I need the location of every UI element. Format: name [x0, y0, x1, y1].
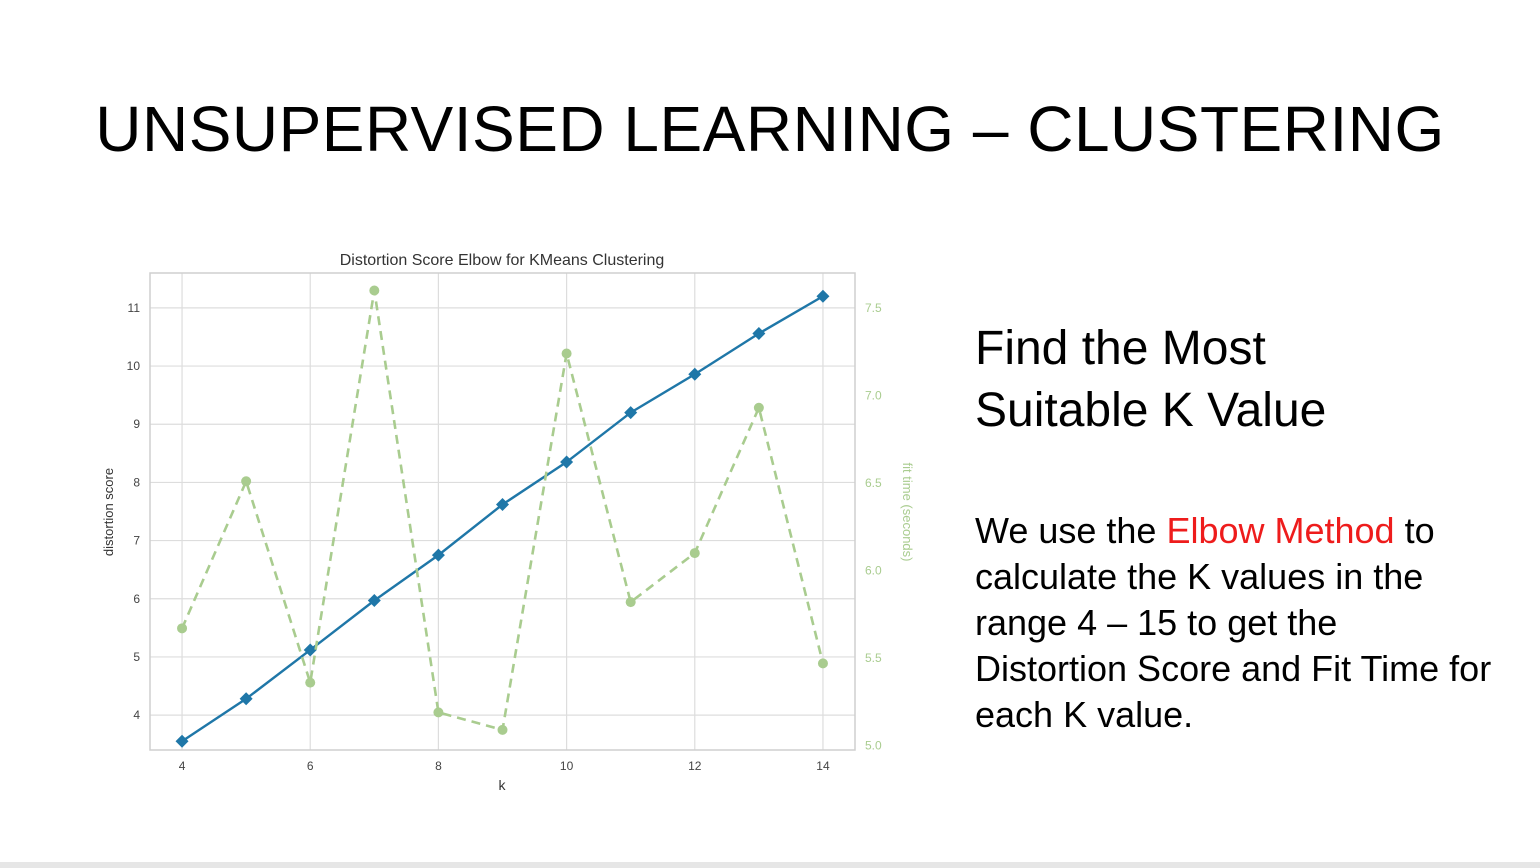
- y-tick-label-2: 6: [133, 592, 140, 606]
- series-1-point-8: [689, 548, 700, 559]
- series-0-point-8: [688, 367, 702, 381]
- subtitle-line-2: Suitable K Value: [975, 384, 1327, 437]
- subtitle: Find the Most Suitable K Value: [975, 318, 1495, 442]
- series-1-point-0: [177, 623, 188, 634]
- y2-tick-label-4: 7.0: [865, 389, 882, 403]
- series-0-point-10: [816, 289, 830, 303]
- series-1-point-7: [625, 597, 636, 608]
- y-tick-label-5: 9: [133, 417, 140, 431]
- series-1-point-2: [305, 677, 316, 688]
- y2-tick-label-5: 7.5: [865, 301, 882, 315]
- y-tick-label-3: 7: [133, 534, 140, 548]
- body-text: We use the Elbow Method to calculate the…: [975, 508, 1495, 738]
- subtitle-line-1: Find the Most: [975, 322, 1266, 375]
- series-layer: [175, 285, 830, 748]
- series-0-point-1: [239, 692, 253, 706]
- elbow-method-highlight: Elbow Method: [1166, 510, 1395, 551]
- series-0-point-3: [367, 594, 381, 608]
- series-1-point-1: [241, 476, 252, 487]
- explanation-panel: Find the Most Suitable K Value We use th…: [975, 318, 1495, 738]
- x-tick-label-3: 10: [560, 759, 574, 773]
- body-text-end: to calculate the K values in the range 4…: [975, 510, 1492, 735]
- y-tick-label-0: 4: [133, 708, 140, 722]
- y-tick-label-6: 10: [127, 359, 141, 373]
- x-tick-label-4: 12: [688, 759, 702, 773]
- y2-tick-label-0: 5.0: [865, 739, 882, 753]
- series-0-point-7: [624, 406, 638, 420]
- series-0-point-0: [175, 734, 189, 748]
- series-1-point-3: [369, 285, 380, 296]
- series-line-0: [181, 295, 824, 743]
- series-0-point-9: [752, 326, 766, 340]
- series-1-point-4: [433, 707, 444, 718]
- grid-lines: [150, 273, 855, 750]
- slide-title: UNSUPERVISED LEARNING – CLUSTERING: [95, 93, 1445, 165]
- x-tick-label-5: 14: [816, 759, 830, 773]
- series-1-point-9: [753, 402, 764, 413]
- y2-tick-label-1: 5.5: [865, 651, 882, 665]
- x-tick-label-2: 8: [435, 759, 442, 773]
- y2-tick-label-3: 6.5: [865, 476, 882, 490]
- series-1-point-5: [497, 724, 508, 735]
- y2-tick-label-2: 6.0: [865, 564, 882, 578]
- series-1-point-6: [561, 348, 572, 359]
- y2-axis-label: fit time (seconds): [900, 463, 915, 562]
- y-axis-label: distortion score: [101, 468, 116, 556]
- x-tick-label-1: 6: [307, 759, 314, 773]
- series-0-point-5: [496, 498, 509, 512]
- x-tick-label-0: 4: [179, 759, 186, 773]
- y-tick-label-4: 8: [133, 475, 140, 489]
- plot-frame: [149, 272, 856, 751]
- series-0-point-4: [431, 548, 445, 562]
- chart-title: Distortion Score Elbow for KMeans Cluste…: [340, 252, 665, 269]
- series-0-point-2: [303, 643, 317, 657]
- x-axis-label: k: [499, 777, 507, 793]
- tick-labels: 4 6 8 10 12 14 4 5 6 7 8 9 10 11 5.0 5.5 6.0 6.5 7.0 7.5: [127, 301, 882, 773]
- series-1-point-10: [817, 658, 828, 669]
- series-0-point-6: [560, 455, 574, 469]
- y-tick-label-7: 11: [128, 301, 141, 315]
- elbow-chart: 4 6 8 10 12 14 4 5 6 7 8 9 10 11 5.0 5.5 6.0 6.5 7.0 7.5 Di…: [101, 252, 915, 793]
- y-tick-label-1: 5: [133, 650, 140, 664]
- bottom-divider: [0, 862, 1540, 868]
- body-text-start: We use the: [975, 510, 1167, 551]
